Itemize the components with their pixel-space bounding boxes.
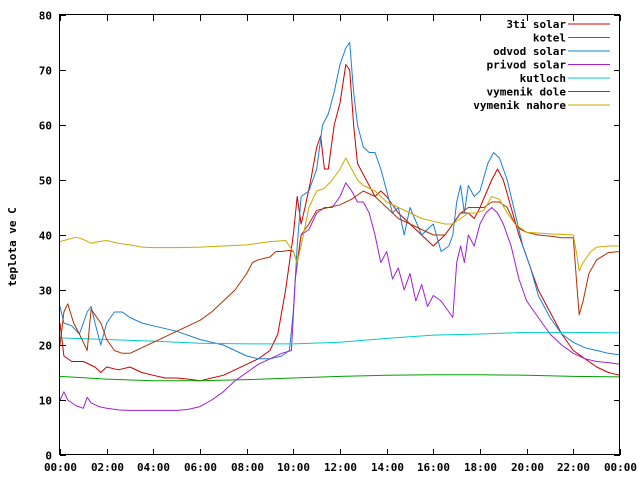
y-tick-label: 0	[45, 450, 52, 463]
legend-label: odvod solar	[493, 45, 566, 58]
tick-layer: 0 10 20 30 40 50 60 70 80 00:00 02:00 04:00 06:00 08:…	[39, 10, 637, 475]
x-tick-label: 00:00	[604, 461, 637, 474]
plot-frame	[59, 14, 620, 455]
series-line-kotel	[59, 374, 621, 382]
x-tick-label: 08:00	[231, 461, 264, 474]
series-layer	[59, 42, 621, 411]
x-tick-label: 12:00	[324, 461, 357, 474]
x-tick-label: 02:00	[91, 461, 124, 474]
y-axis-title-group: teplota ve C	[6, 207, 19, 286]
legend-label: vymenik nahore	[473, 99, 566, 112]
legend-label: kotel	[533, 32, 566, 45]
y-tick-label: 70	[39, 65, 52, 78]
y-tick-label: 30	[39, 285, 52, 298]
series-line-3ti-solar	[59, 64, 621, 382]
y-tick-label: 50	[39, 175, 52, 188]
y-tick-label: 40	[39, 230, 52, 243]
x-tick-label: 14:00	[371, 461, 404, 474]
y-tick-label: 80	[39, 10, 52, 23]
series-line-kutloch	[59, 331, 621, 345]
y-axis-title: teplota ve C	[6, 207, 19, 286]
series-line-vymenik-nahore	[59, 157, 620, 272]
x-tick-label: 06:00	[184, 461, 217, 474]
x-tick-label: 16:00	[417, 461, 450, 474]
series-line-odvod-solar	[59, 42, 621, 360]
y-tick-label: 60	[39, 120, 52, 133]
legend-label: vymenik dole	[487, 86, 567, 99]
y-tick-label: 10	[39, 395, 52, 408]
x-tick-label: 22:00	[557, 461, 590, 474]
x-tick-label: 04:00	[137, 461, 170, 474]
series-line-privod-solar	[59, 182, 621, 411]
x-tick-label: 10:00	[277, 461, 310, 474]
legend-label: privod solar	[487, 59, 567, 72]
legend-label: kutloch	[520, 72, 566, 85]
y-tick-label: 20	[39, 340, 52, 353]
x-tick-label: 18:00	[464, 461, 497, 474]
x-tick-label: 20:00	[511, 461, 544, 474]
legend-label: 3ti solar	[506, 18, 566, 31]
x-tick-label: 00:00	[44, 461, 77, 474]
